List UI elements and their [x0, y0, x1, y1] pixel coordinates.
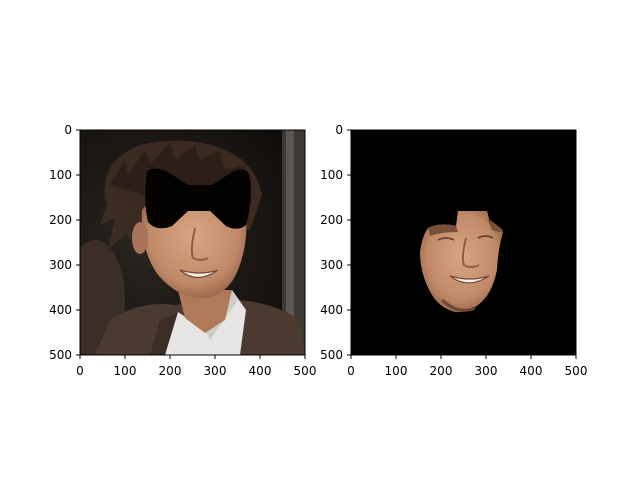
right-x-tick-label: 200 [430, 364, 453, 378]
right-y-tick-label: 0 [335, 123, 343, 137]
right-y-tick-label: 400 [320, 303, 343, 317]
right-y-tick-label: 300 [320, 258, 343, 272]
original-image-panel: 0 100 200 300 400 500 0 100 200 300 400 … [49, 123, 316, 378]
right-y-tick-label: 500 [320, 348, 343, 362]
left-x-ticks [79, 355, 306, 359]
left-x-tick-label: 300 [204, 364, 227, 378]
right-x-tick-label: 0 [347, 364, 355, 378]
right-x-tick-label: 400 [520, 364, 543, 378]
right-y-tick-label: 100 [320, 168, 343, 182]
left-y-tick-label: 500 [49, 348, 72, 362]
left-y-tick-label: 200 [49, 213, 72, 227]
right-x-tick-label: 100 [385, 364, 408, 378]
left-y-tick-label: 0 [64, 123, 72, 137]
masked-photo [351, 130, 576, 355]
left-axes-frame [79, 129, 306, 356]
left-x-tick-label: 400 [249, 364, 272, 378]
right-x-ticks [350, 355, 577, 359]
left-y-tick-label: 100 [49, 168, 72, 182]
right-axes-frame [350, 129, 577, 356]
left-x-tick-label: 100 [114, 364, 137, 378]
left-x-tick-label: 0 [76, 364, 84, 378]
masked-face-panel: 0 100 200 300 400 500 0 100 200 300 400 … [320, 123, 587, 378]
original-photo [80, 130, 305, 355]
left-x-tick-label: 500 [294, 364, 317, 378]
left-y-tick-label: 400 [49, 303, 72, 317]
left-x-tick-label: 200 [159, 364, 182, 378]
right-x-tick-label: 500 [565, 364, 588, 378]
right-y-ticks [347, 129, 351, 356]
right-x-tick-label: 300 [475, 364, 498, 378]
right-y-tick-label: 200 [320, 213, 343, 227]
left-y-tick-label: 300 [49, 258, 72, 272]
left-y-ticks [76, 129, 80, 356]
